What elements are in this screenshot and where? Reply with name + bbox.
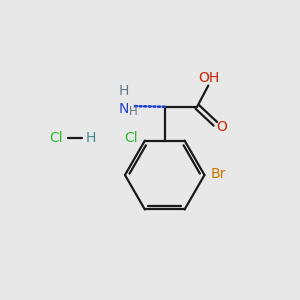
Text: H: H xyxy=(118,84,129,98)
Text: H: H xyxy=(128,105,137,118)
Text: H: H xyxy=(85,131,96,145)
Text: OH: OH xyxy=(198,70,220,85)
Text: Cl: Cl xyxy=(49,131,63,145)
Text: Br: Br xyxy=(211,167,226,181)
Text: N: N xyxy=(118,101,129,116)
Text: Cl: Cl xyxy=(124,131,137,145)
Text: O: O xyxy=(216,120,227,134)
